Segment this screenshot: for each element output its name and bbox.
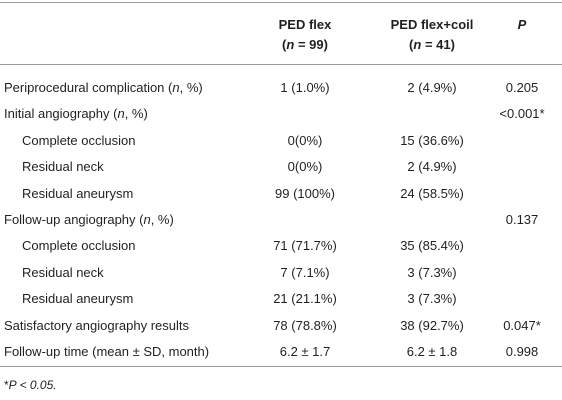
row-label: Residual aneurysm xyxy=(22,291,133,307)
text-segment: * xyxy=(4,378,9,392)
row-label: Complete occlusion xyxy=(22,133,135,149)
text-segment: Follow-up angiography ( xyxy=(4,212,144,227)
table-cell: 78 (78.8%) xyxy=(273,317,337,333)
table-cell: 21 (21.1%) xyxy=(273,291,337,307)
text-segment: PED flex+coil xyxy=(390,17,474,32)
table-cell: 24 (58.5%) xyxy=(400,185,464,201)
column-header: P xyxy=(518,17,527,33)
table-cell: 2 (4.9%) xyxy=(407,80,457,95)
text-segment: ( xyxy=(282,37,287,52)
column-header: PED flex xyxy=(279,17,332,33)
text-segment: = 41) xyxy=(421,37,455,52)
table-cell: 0(0%) xyxy=(287,132,323,148)
text-segment: Periprocedural complication ( xyxy=(4,80,173,95)
italic-segment: n xyxy=(117,106,125,122)
table-cell: 6.2 ± 1.7 xyxy=(279,344,331,359)
text-segment: Residual neck xyxy=(22,159,104,175)
italic-segment: n xyxy=(143,212,151,227)
row-label: Satisfactory angiography results xyxy=(4,318,189,334)
table-cell: 2 (4.9%) xyxy=(407,159,457,175)
row-label: Complete occlusion xyxy=(22,238,135,254)
text-segment: , %) xyxy=(124,106,148,122)
table-cell: 0.137 xyxy=(505,212,539,227)
table-cell: <0.001* xyxy=(499,106,545,122)
table-cell: 38 (92.7%) xyxy=(400,317,464,333)
table-cell: 99 (100%) xyxy=(275,185,335,201)
row-label: Initial angiography (n, %) xyxy=(4,106,148,122)
text-segment: PED flex xyxy=(278,17,332,32)
table-cell: 3 (7.3%) xyxy=(407,291,457,307)
text-segment: Satisfactory angiography results xyxy=(4,317,189,333)
text-segment: , %) xyxy=(150,212,174,227)
text-segment: = 99) xyxy=(294,37,328,52)
row-label: Residual neck xyxy=(22,159,104,175)
top-rule xyxy=(0,2,562,3)
text-segment: Residual neck xyxy=(22,264,104,280)
italic-segment: n xyxy=(286,37,295,52)
footnote: *P < 0.05. xyxy=(4,377,57,393)
text-segment: Residual aneurysm xyxy=(22,291,134,307)
row-label: Residual neck xyxy=(22,265,104,281)
text-segment: Complete occlusion xyxy=(22,132,136,148)
row-label: Follow-up angiography (n, %) xyxy=(4,212,174,228)
header-rule xyxy=(0,64,562,65)
bottom-rule xyxy=(0,366,562,367)
text-segment: Residual aneurysm xyxy=(22,185,134,201)
table-cell: 0.205 xyxy=(505,80,539,95)
text-segment: , %) xyxy=(179,80,203,95)
text-segment: Initial angiography ( xyxy=(4,106,118,122)
table-cell: 0.998 xyxy=(505,344,539,359)
italic-segment: n xyxy=(413,37,422,52)
table-cell: 15 (36.6%) xyxy=(400,132,464,148)
text-segment: ( xyxy=(409,37,414,52)
table-cell: 0.047* xyxy=(503,317,541,333)
row-label: Residual aneurysm xyxy=(22,186,133,202)
table-cell: 3 (7.3%) xyxy=(407,264,457,280)
row-label: Follow-up time (mean ± SD, month) xyxy=(4,344,209,360)
table-cell: 71 (71.7%) xyxy=(273,238,337,254)
column-header: (n = 99) xyxy=(282,37,328,53)
table-cell: 35 (85.4%) xyxy=(400,238,464,254)
column-header: (n = 41) xyxy=(409,37,455,53)
italic-segment: n xyxy=(172,80,180,95)
italic-segment: P < 0.05. xyxy=(8,378,57,392)
row-label: Periprocedural complication (n, %) xyxy=(4,80,203,96)
table-cell: 0(0%) xyxy=(287,159,323,175)
table-cell: 1 (1.0%) xyxy=(280,80,330,95)
table-cell: 7 (7.1%) xyxy=(280,264,330,280)
column-header: PED flex+coil xyxy=(391,17,474,33)
text-segment: Complete occlusion xyxy=(22,238,136,254)
table-cell: 6.2 ± 1.8 xyxy=(406,344,458,359)
text-segment: Follow-up time (mean ± SD, month) xyxy=(4,344,210,359)
italic-segment: P xyxy=(517,17,527,32)
